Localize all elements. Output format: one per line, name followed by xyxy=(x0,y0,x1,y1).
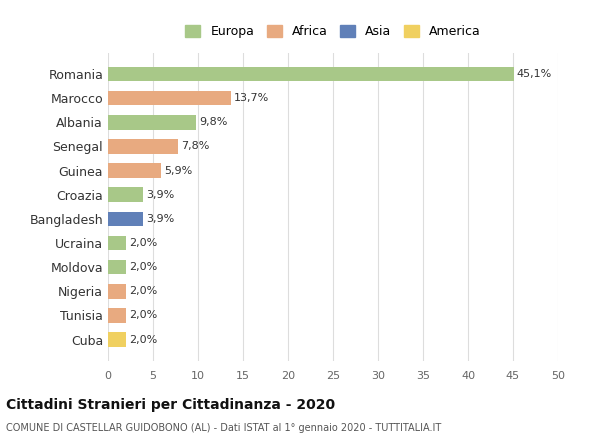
Text: 3,9%: 3,9% xyxy=(146,214,174,224)
Bar xyxy=(108,67,514,81)
Bar xyxy=(108,139,178,154)
Bar xyxy=(108,115,196,129)
Bar xyxy=(108,91,232,106)
Bar xyxy=(108,308,126,323)
Text: 3,9%: 3,9% xyxy=(146,190,174,200)
Text: 2,0%: 2,0% xyxy=(128,311,157,320)
Bar xyxy=(108,236,126,250)
Text: 2,0%: 2,0% xyxy=(128,238,157,248)
Bar xyxy=(108,332,126,347)
Text: 45,1%: 45,1% xyxy=(517,69,552,79)
Text: 2,0%: 2,0% xyxy=(128,334,157,345)
Text: 5,9%: 5,9% xyxy=(164,165,192,176)
Bar xyxy=(108,260,126,275)
Text: 2,0%: 2,0% xyxy=(128,262,157,272)
Text: 9,8%: 9,8% xyxy=(199,117,227,127)
Text: Cittadini Stranieri per Cittadinanza - 2020: Cittadini Stranieri per Cittadinanza - 2… xyxy=(6,398,335,412)
Text: COMUNE DI CASTELLAR GUIDOBONO (AL) - Dati ISTAT al 1° gennaio 2020 - TUTTITALIA.: COMUNE DI CASTELLAR GUIDOBONO (AL) - Dat… xyxy=(6,423,441,433)
Text: 7,8%: 7,8% xyxy=(181,141,209,151)
Bar xyxy=(108,187,143,202)
Bar xyxy=(108,284,126,298)
Bar xyxy=(108,212,143,226)
Legend: Europa, Africa, Asia, America: Europa, Africa, Asia, America xyxy=(179,19,487,44)
Text: 2,0%: 2,0% xyxy=(128,286,157,296)
Bar xyxy=(108,163,161,178)
Text: 13,7%: 13,7% xyxy=(234,93,269,103)
